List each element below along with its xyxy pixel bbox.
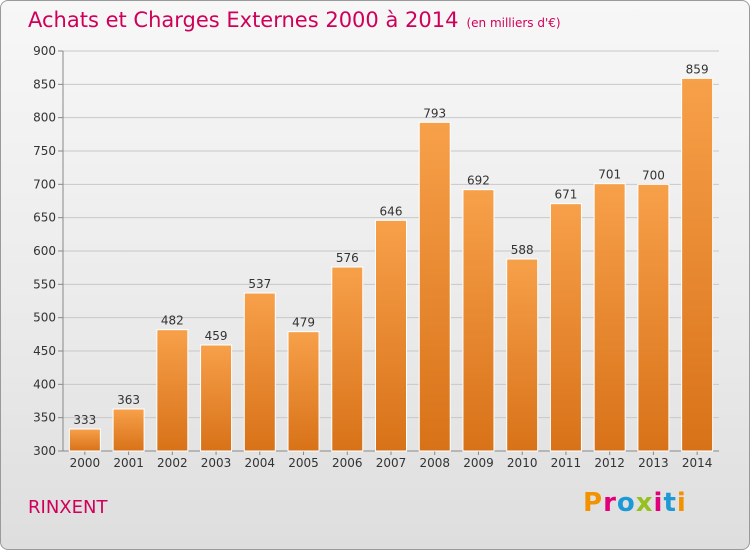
bar-value-label: 576 [336, 251, 359, 265]
x-tick-label: 2011 [551, 456, 582, 470]
bar-value-label: 692 [467, 174, 490, 188]
x-tick-label: 2009 [463, 456, 494, 470]
y-tick-label: 600 [33, 244, 56, 258]
bar [506, 258, 539, 452]
logo-letter: P [583, 488, 604, 518]
bar-value-label: 363 [117, 393, 140, 407]
logo-letter: t [663, 488, 677, 518]
bar-value-label: 646 [380, 204, 403, 218]
x-tick-label: 2004 [245, 456, 276, 470]
y-tick-label: 700 [33, 177, 56, 191]
bar-value-label: 700 [642, 168, 665, 182]
chart-title-text: Achats et Charges Externes 2000 à 2014 [28, 8, 459, 32]
bar-value-label: 793 [423, 106, 446, 120]
x-tick-label: 2000 [70, 456, 101, 470]
x-tick-label: 2006 [332, 456, 363, 470]
bar-value-label: 537 [248, 277, 271, 291]
x-tick-label: 2005 [288, 456, 319, 470]
y-tick-label: 500 [33, 311, 56, 325]
chart-subtitle: (en milliers d'€) [466, 16, 561, 30]
bar-value-label: 701 [598, 168, 621, 182]
proxiti-logo: Proxiti [583, 488, 687, 518]
y-tick-label: 850 [33, 77, 56, 91]
bar-value-label: 479 [292, 316, 315, 330]
x-tick-label: 2003 [201, 456, 232, 470]
bar [418, 121, 451, 452]
y-tick-label: 300 [33, 444, 56, 458]
bar [462, 189, 495, 452]
logo-letter: o [616, 488, 636, 518]
bars [68, 77, 714, 452]
logo-letter: i [653, 488, 664, 518]
bar [287, 331, 320, 452]
commune-name: RINXENT [28, 497, 108, 518]
bar-value-label: 588 [511, 243, 534, 257]
bar [200, 344, 233, 452]
bar [549, 203, 582, 452]
x-tick-labels: 2000 2001 2002 2003 2004 2005 2006 2007 2008 2009… [70, 456, 713, 470]
bar [112, 408, 145, 452]
bar [331, 266, 364, 452]
x-tick-label: 2013 [638, 456, 669, 470]
bar-value-label: 482 [161, 314, 184, 328]
bar-value-label: 333 [73, 413, 96, 427]
bar [375, 219, 407, 452]
logo-letter: x [635, 488, 654, 518]
x-tick-label: 2010 [507, 456, 538, 470]
bar [243, 292, 276, 452]
y-tick-label: 550 [33, 277, 56, 291]
bar-value-label: 459 [205, 329, 228, 343]
bar-value-label: 671 [554, 188, 577, 202]
y-tick-label: 350 [33, 411, 56, 425]
x-tick-label: 2008 [419, 456, 450, 470]
bar [156, 329, 189, 452]
x-tick-label: 2012 [594, 456, 625, 470]
bar [593, 183, 626, 452]
y-tick-label: 650 [33, 211, 56, 225]
bar [68, 428, 101, 452]
x-tick-label: 2007 [376, 456, 407, 470]
x-tick-label: 2001 [113, 456, 144, 470]
x-tick-label: 2014 [682, 456, 713, 470]
chart-title: Achats et Charges Externes 2000 à 2014 (e… [28, 8, 561, 32]
y-tick-labels: 300 350 400 450 500 550 600 650 700 750 800 850 900 [33, 44, 56, 458]
logo-letter: i [676, 488, 687, 518]
bar [637, 183, 670, 452]
y-tick-label: 750 [33, 144, 56, 158]
bar-value-labels: 333 363 482 459 537 479 576 646 793 692 588 671 701 7… [73, 62, 708, 427]
x-tick-label: 2002 [157, 456, 188, 470]
y-tick-label: 450 [33, 344, 56, 358]
y-tick-label: 900 [33, 44, 56, 58]
y-tick-label: 800 [33, 111, 56, 125]
logo-letter: r [603, 488, 617, 518]
y-tick-label: 400 [33, 377, 56, 391]
bar [681, 77, 714, 452]
bar-value-label: 859 [686, 62, 709, 76]
